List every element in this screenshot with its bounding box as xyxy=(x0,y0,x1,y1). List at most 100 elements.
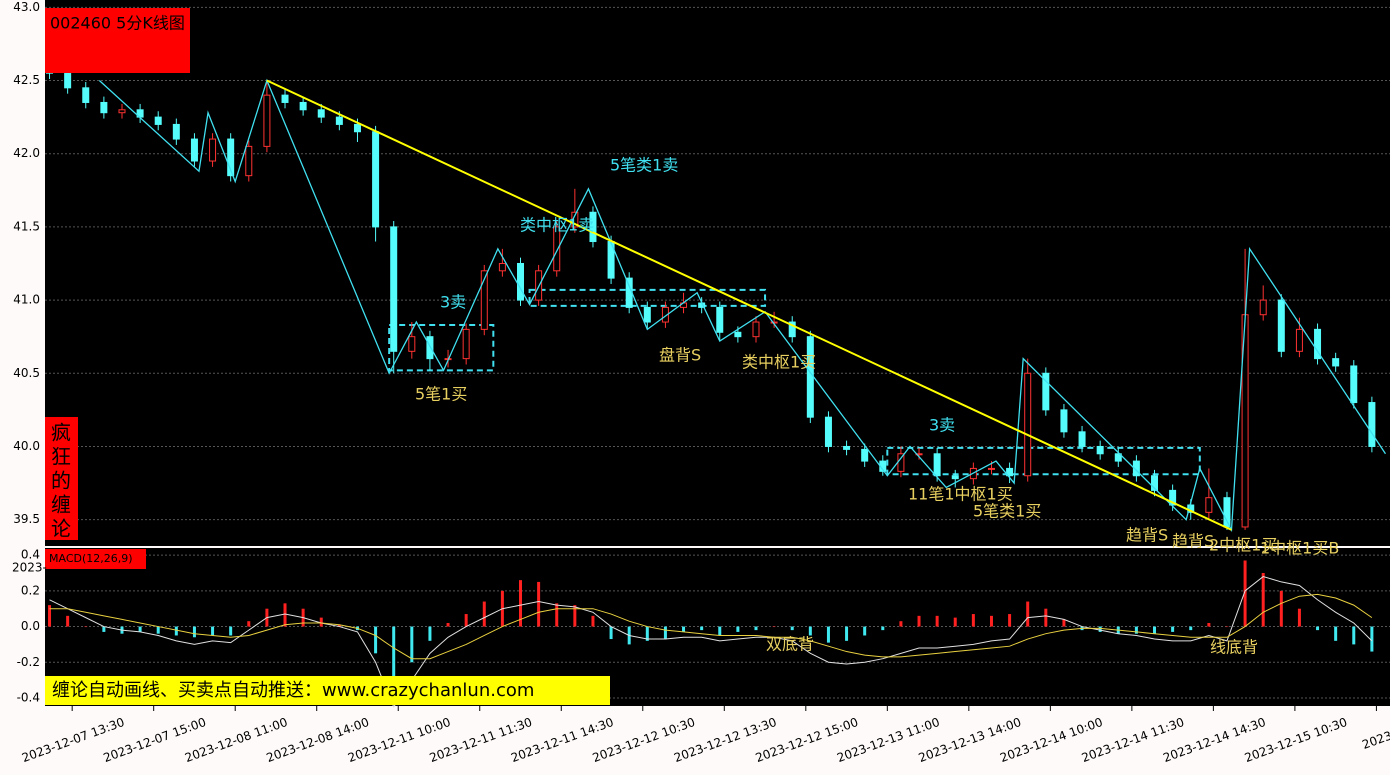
x-tick-label: 2023-12-15 xyxy=(1360,715,1390,752)
macd-bar xyxy=(1044,608,1048,627)
candle-body xyxy=(933,453,941,477)
candle-body xyxy=(82,87,90,103)
annotation: 5笔1买 xyxy=(415,385,467,404)
candle-body xyxy=(1223,497,1231,528)
macd-bar xyxy=(410,626,414,663)
macd-bar xyxy=(700,626,704,631)
annotation: 线底背 xyxy=(1210,638,1258,657)
macd-bar xyxy=(935,615,939,627)
watermark-char: 论 xyxy=(51,517,71,541)
candle-body xyxy=(372,131,380,228)
macd-bar xyxy=(899,621,903,627)
macd-bar xyxy=(971,614,975,627)
candle-body xyxy=(408,336,416,352)
zhongshu-box xyxy=(886,446,1201,476)
candle-body xyxy=(335,116,343,125)
candle-body xyxy=(154,116,162,125)
candle-body xyxy=(209,138,217,162)
macd-bar xyxy=(1098,626,1102,632)
zhongshu-box xyxy=(388,323,495,372)
chart-title: 002460 5分K线图 xyxy=(50,14,185,33)
macd-bar xyxy=(337,624,341,627)
y-tick-label: 0.0 xyxy=(21,619,40,633)
macd-bar xyxy=(1134,626,1138,634)
macd-bar xyxy=(645,626,649,641)
macd-bar xyxy=(1243,560,1247,627)
macd-bar xyxy=(609,626,613,640)
macd-bar xyxy=(790,626,794,631)
annotation: 趋背S xyxy=(1172,532,1214,551)
macd-bar xyxy=(1225,626,1229,628)
annotation: 3卖 xyxy=(929,416,955,435)
corner-label: 2023- xyxy=(12,561,47,575)
macd-bar xyxy=(736,626,740,632)
macd-bar xyxy=(845,626,849,641)
macd-bar xyxy=(1153,626,1157,634)
candle-body xyxy=(281,94,289,103)
watermark-char: 的 xyxy=(51,469,71,493)
candle-body xyxy=(589,211,597,243)
y-tick-label: 40.5 xyxy=(13,366,40,380)
macd-bar xyxy=(1062,619,1066,627)
macd-bar xyxy=(482,601,486,627)
macd-bar xyxy=(1189,626,1193,631)
macd-bar xyxy=(573,605,577,627)
macd-bar xyxy=(283,603,287,627)
y-tick-label: -0.4 xyxy=(17,690,40,704)
y-tick-label: 42.0 xyxy=(13,146,40,160)
macd-bar xyxy=(519,580,523,627)
y-tick-label: 41.0 xyxy=(13,293,40,307)
macd-bar xyxy=(682,626,686,632)
candle-body xyxy=(1006,467,1014,477)
y-tick-label: 0.4 xyxy=(21,548,40,562)
macd-bar xyxy=(1334,626,1338,641)
annotation: 双底背 xyxy=(766,635,814,654)
candle-body xyxy=(1295,328,1303,352)
candle-body xyxy=(987,467,995,470)
candle-body xyxy=(1205,497,1213,513)
macd-bar xyxy=(1026,601,1030,627)
candle-body xyxy=(1151,475,1159,491)
macd-bar xyxy=(428,626,432,641)
candle-body xyxy=(64,72,72,89)
candle-body xyxy=(1060,409,1068,433)
macd-bar xyxy=(211,626,215,636)
macd-bar xyxy=(174,626,178,636)
candle-body xyxy=(498,262,506,272)
candle-body xyxy=(245,145,253,177)
macd-bar xyxy=(84,626,88,628)
macd-bar xyxy=(917,615,921,627)
dif-line xyxy=(49,576,1373,708)
candle-body xyxy=(1078,431,1086,447)
zhongshu-box xyxy=(528,288,767,307)
macd-bar xyxy=(102,626,106,632)
candle-body xyxy=(788,321,796,338)
macd-bar xyxy=(826,626,830,643)
candle-body xyxy=(299,101,307,111)
trend-line xyxy=(266,79,1232,531)
candle-body xyxy=(1169,489,1177,506)
macd-bar xyxy=(1171,626,1175,632)
macd-bar xyxy=(881,626,885,631)
candle-body xyxy=(1314,328,1322,360)
annotation: 趋背S xyxy=(1126,526,1168,545)
title-box xyxy=(45,8,190,73)
macd-bar xyxy=(863,626,867,636)
candle-body xyxy=(172,123,180,140)
candle-body xyxy=(1114,453,1122,462)
macd-bar xyxy=(464,614,468,627)
main-plot-bg xyxy=(45,0,1390,546)
y-tick-label: 42.5 xyxy=(13,73,40,87)
candle-body xyxy=(480,270,488,330)
macd-bar xyxy=(374,626,378,654)
annotation: 5笔类1买 xyxy=(973,502,1041,521)
y-tick-label: 41.5 xyxy=(13,219,40,233)
macd-bar xyxy=(1316,626,1320,631)
y-tick-label: 43.0 xyxy=(13,0,40,14)
candle-body xyxy=(100,101,108,114)
macd-bar xyxy=(591,615,595,627)
annotation: 5笔类1卖 xyxy=(610,156,678,175)
